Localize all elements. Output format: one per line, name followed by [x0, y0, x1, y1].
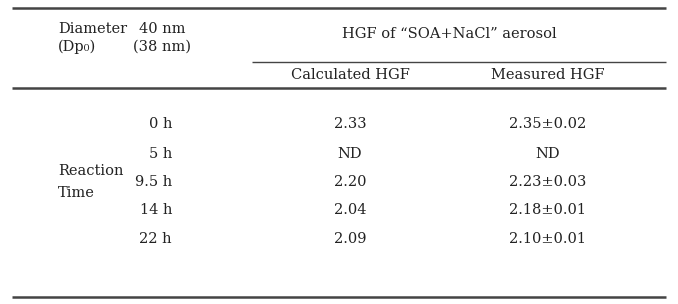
Text: ND: ND — [536, 147, 560, 161]
Text: 2.18±0.01: 2.18±0.01 — [509, 203, 586, 217]
Text: 40 nm: 40 nm — [139, 22, 185, 36]
Text: 2.10±0.01: 2.10±0.01 — [509, 232, 586, 246]
Text: 22 h: 22 h — [140, 232, 172, 246]
Text: 0 h: 0 h — [148, 117, 172, 131]
Text: 14 h: 14 h — [140, 203, 172, 217]
Text: 9.5 h: 9.5 h — [135, 175, 172, 189]
Text: ND: ND — [338, 147, 362, 161]
Text: Calculated HGF: Calculated HGF — [291, 68, 410, 82]
Text: (Dp₀): (Dp₀) — [58, 40, 96, 54]
Text: 2.35±0.02: 2.35±0.02 — [509, 117, 586, 131]
Text: 2.04: 2.04 — [334, 203, 366, 217]
Text: 2.20: 2.20 — [334, 175, 366, 189]
Text: 2.33: 2.33 — [334, 117, 366, 131]
Text: 2.23±0.03: 2.23±0.03 — [509, 175, 586, 189]
Text: Reaction: Reaction — [58, 164, 123, 178]
Text: Measured HGF: Measured HGF — [491, 68, 605, 82]
Text: Time: Time — [58, 186, 95, 200]
Text: Diameter: Diameter — [58, 22, 127, 36]
Text: (38 nm): (38 nm) — [133, 40, 191, 54]
Text: 5 h: 5 h — [148, 147, 172, 161]
Text: HGF of “SOA+NaCl” aerosol: HGF of “SOA+NaCl” aerosol — [342, 27, 557, 41]
Text: 2.09: 2.09 — [334, 232, 366, 246]
